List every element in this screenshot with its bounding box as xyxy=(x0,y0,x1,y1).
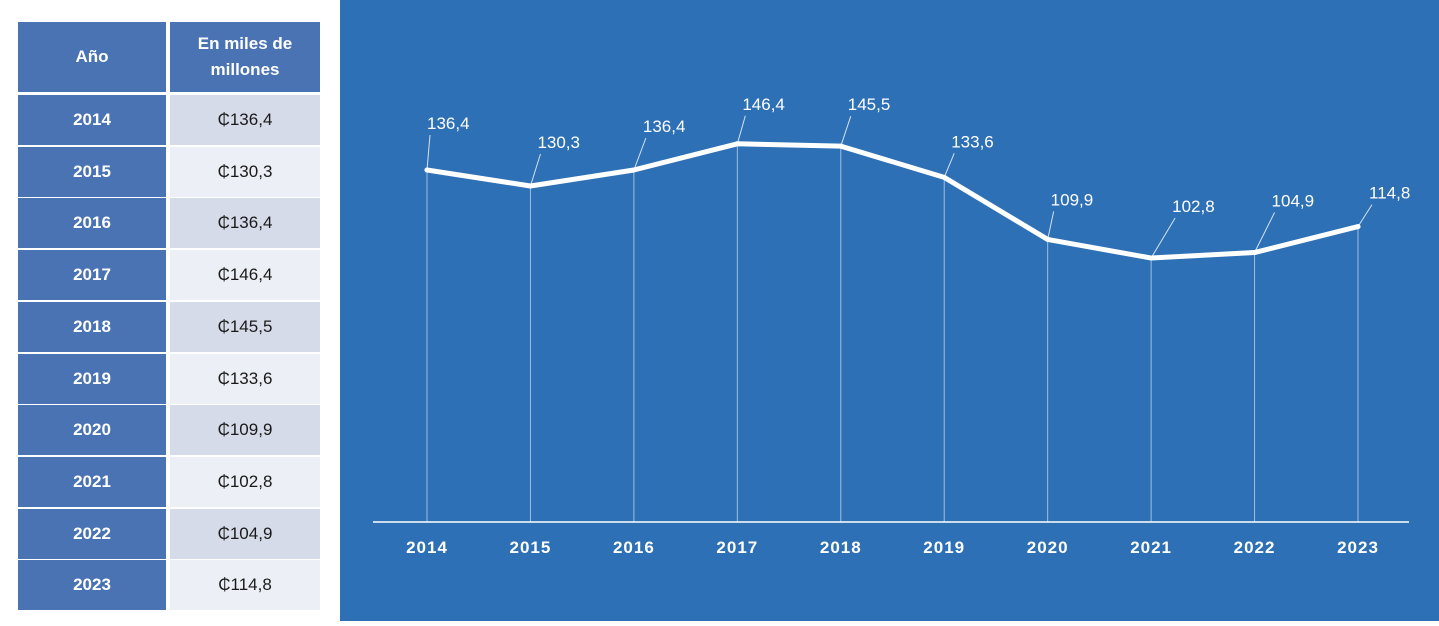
table-cell-value: ₵146,4 xyxy=(170,250,320,300)
x-tick-label: 2016 xyxy=(613,538,655,557)
table-cell-value: ₵102,8 xyxy=(170,457,320,507)
data-label: 136,4 xyxy=(643,117,686,136)
table-cell-year: 2019 xyxy=(18,354,166,404)
x-tick-label: 2018 xyxy=(820,538,862,557)
table-cell-value: ₵114,8 xyxy=(170,560,320,610)
data-label: 109,9 xyxy=(1051,190,1094,209)
table-cell-value: ₵104,9 xyxy=(170,509,320,559)
table-cell-value: ₵130,3 xyxy=(170,147,320,197)
data-label-leader xyxy=(529,153,541,187)
table-header-value: En miles de millones xyxy=(170,22,320,92)
table-cell-year: 2018 xyxy=(18,302,166,352)
data-label: 145,5 xyxy=(848,95,891,114)
table-cell-value: ₵136,4 xyxy=(170,198,320,248)
x-tick-label: 2019 xyxy=(923,538,965,557)
data-point xyxy=(941,174,947,180)
data-label: 130,3 xyxy=(537,133,580,152)
x-tick-label: 2023 xyxy=(1337,538,1379,557)
table-cell-year: 2021 xyxy=(18,457,166,507)
data-point xyxy=(631,167,637,173)
table-cell-value: ₵109,9 xyxy=(170,405,320,455)
data-label-leader xyxy=(1047,211,1055,240)
table-cell-year: 2017 xyxy=(18,250,166,300)
data-label-leader xyxy=(1150,217,1176,259)
data-point xyxy=(424,167,430,173)
data-point xyxy=(1252,250,1258,256)
table-cell-year: 2014 xyxy=(18,95,166,145)
data-label-leader xyxy=(426,134,431,171)
data-label-leader xyxy=(736,115,746,144)
data-label: 114,8 xyxy=(1369,184,1410,203)
data-label-leader xyxy=(1357,204,1373,227)
table-cell-value: ₵145,5 xyxy=(170,302,320,352)
data-point xyxy=(734,141,740,147)
data-label: 133,6 xyxy=(951,132,994,151)
x-tick-label: 2021 xyxy=(1130,538,1172,557)
data-label: 136,4 xyxy=(427,114,470,133)
data-point xyxy=(1355,224,1361,230)
table-cell-year: 2023 xyxy=(18,560,166,610)
data-label: 102,8 xyxy=(1172,197,1215,216)
data-label: 146,4 xyxy=(742,95,785,114)
table-header-year: Año xyxy=(18,22,166,92)
table-cell-year: 2015 xyxy=(18,147,166,197)
data-point xyxy=(1148,255,1154,261)
data-point xyxy=(527,183,533,189)
x-tick-label: 2015 xyxy=(510,538,552,557)
table-cell-year: 2016 xyxy=(18,198,166,248)
x-tick-label: 2017 xyxy=(716,538,758,557)
data-label: 104,9 xyxy=(1272,192,1315,211)
data-label-leader xyxy=(633,137,647,171)
line-chart: 136,4 130,3 136,4 146,4 145,5 133,6 109,9 102,8… xyxy=(373,95,1410,557)
x-tick-label: 2020 xyxy=(1027,538,1069,557)
x-tick-label: 2014 xyxy=(406,538,448,557)
table-cell-year: 2020 xyxy=(18,405,166,455)
data-label-leader xyxy=(943,153,955,178)
table-cell-year: 2022 xyxy=(18,509,166,559)
x-tick-label: 2022 xyxy=(1234,538,1276,557)
table-cell-value: ₵133,6 xyxy=(170,354,320,404)
line-chart-panel: 136,4 130,3 136,4 146,4 145,5 133,6 109,9 102,8… xyxy=(340,0,1439,621)
data-label-leader xyxy=(840,115,852,147)
table-cell-value: ₵136,4 xyxy=(170,95,320,145)
data-label-leader xyxy=(1254,212,1276,253)
series-line xyxy=(424,141,1361,261)
data-point xyxy=(1045,236,1051,242)
data-point xyxy=(838,143,844,149)
